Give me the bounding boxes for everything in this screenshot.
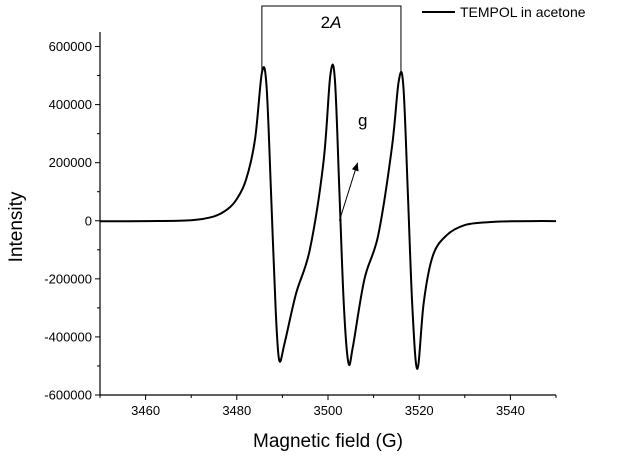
y-tick-label: 400000 bbox=[49, 97, 92, 112]
g-arrow-line bbox=[338, 162, 359, 221]
y-axis-title: Intensity bbox=[6, 191, 27, 262]
legend-label: TEMPOL in acetone bbox=[460, 4, 586, 20]
plot-layer bbox=[99, 63, 557, 370]
annotation-layer: 2A g bbox=[261, 5, 402, 221]
y-tick-label: -400000 bbox=[44, 329, 92, 344]
y-tick-label: 0 bbox=[85, 213, 92, 228]
g-label: g bbox=[358, 111, 367, 130]
x-axis-title: Magnetic field (G) bbox=[253, 431, 403, 452]
bracket-label-prefix: 2 bbox=[321, 13, 330, 32]
series-line-0 bbox=[99, 63, 557, 370]
hyperfine-bracket bbox=[261, 5, 402, 72]
y-tick-label: 600000 bbox=[49, 39, 92, 54]
y-tick-label: -600000 bbox=[44, 388, 92, 403]
x-tick-label: 3500 bbox=[314, 403, 343, 418]
x-tick-label: 3460 bbox=[131, 403, 160, 418]
g-arrow-head bbox=[351, 162, 359, 172]
x-tick-label: 3480 bbox=[222, 403, 251, 418]
y-tick-label: -200000 bbox=[44, 271, 92, 286]
bracket-label: 2A bbox=[321, 13, 342, 32]
bracket-label-italic: A bbox=[329, 13, 341, 32]
y-tick-label: 200000 bbox=[49, 155, 92, 170]
x-tick-label: 3540 bbox=[496, 403, 525, 418]
legend: TEMPOL in acetone bbox=[422, 4, 586, 20]
x-tick-label: 3520 bbox=[405, 403, 434, 418]
axes-layer: -600000 -400000 -200000 0 200000 400000 600000… bbox=[44, 32, 557, 418]
